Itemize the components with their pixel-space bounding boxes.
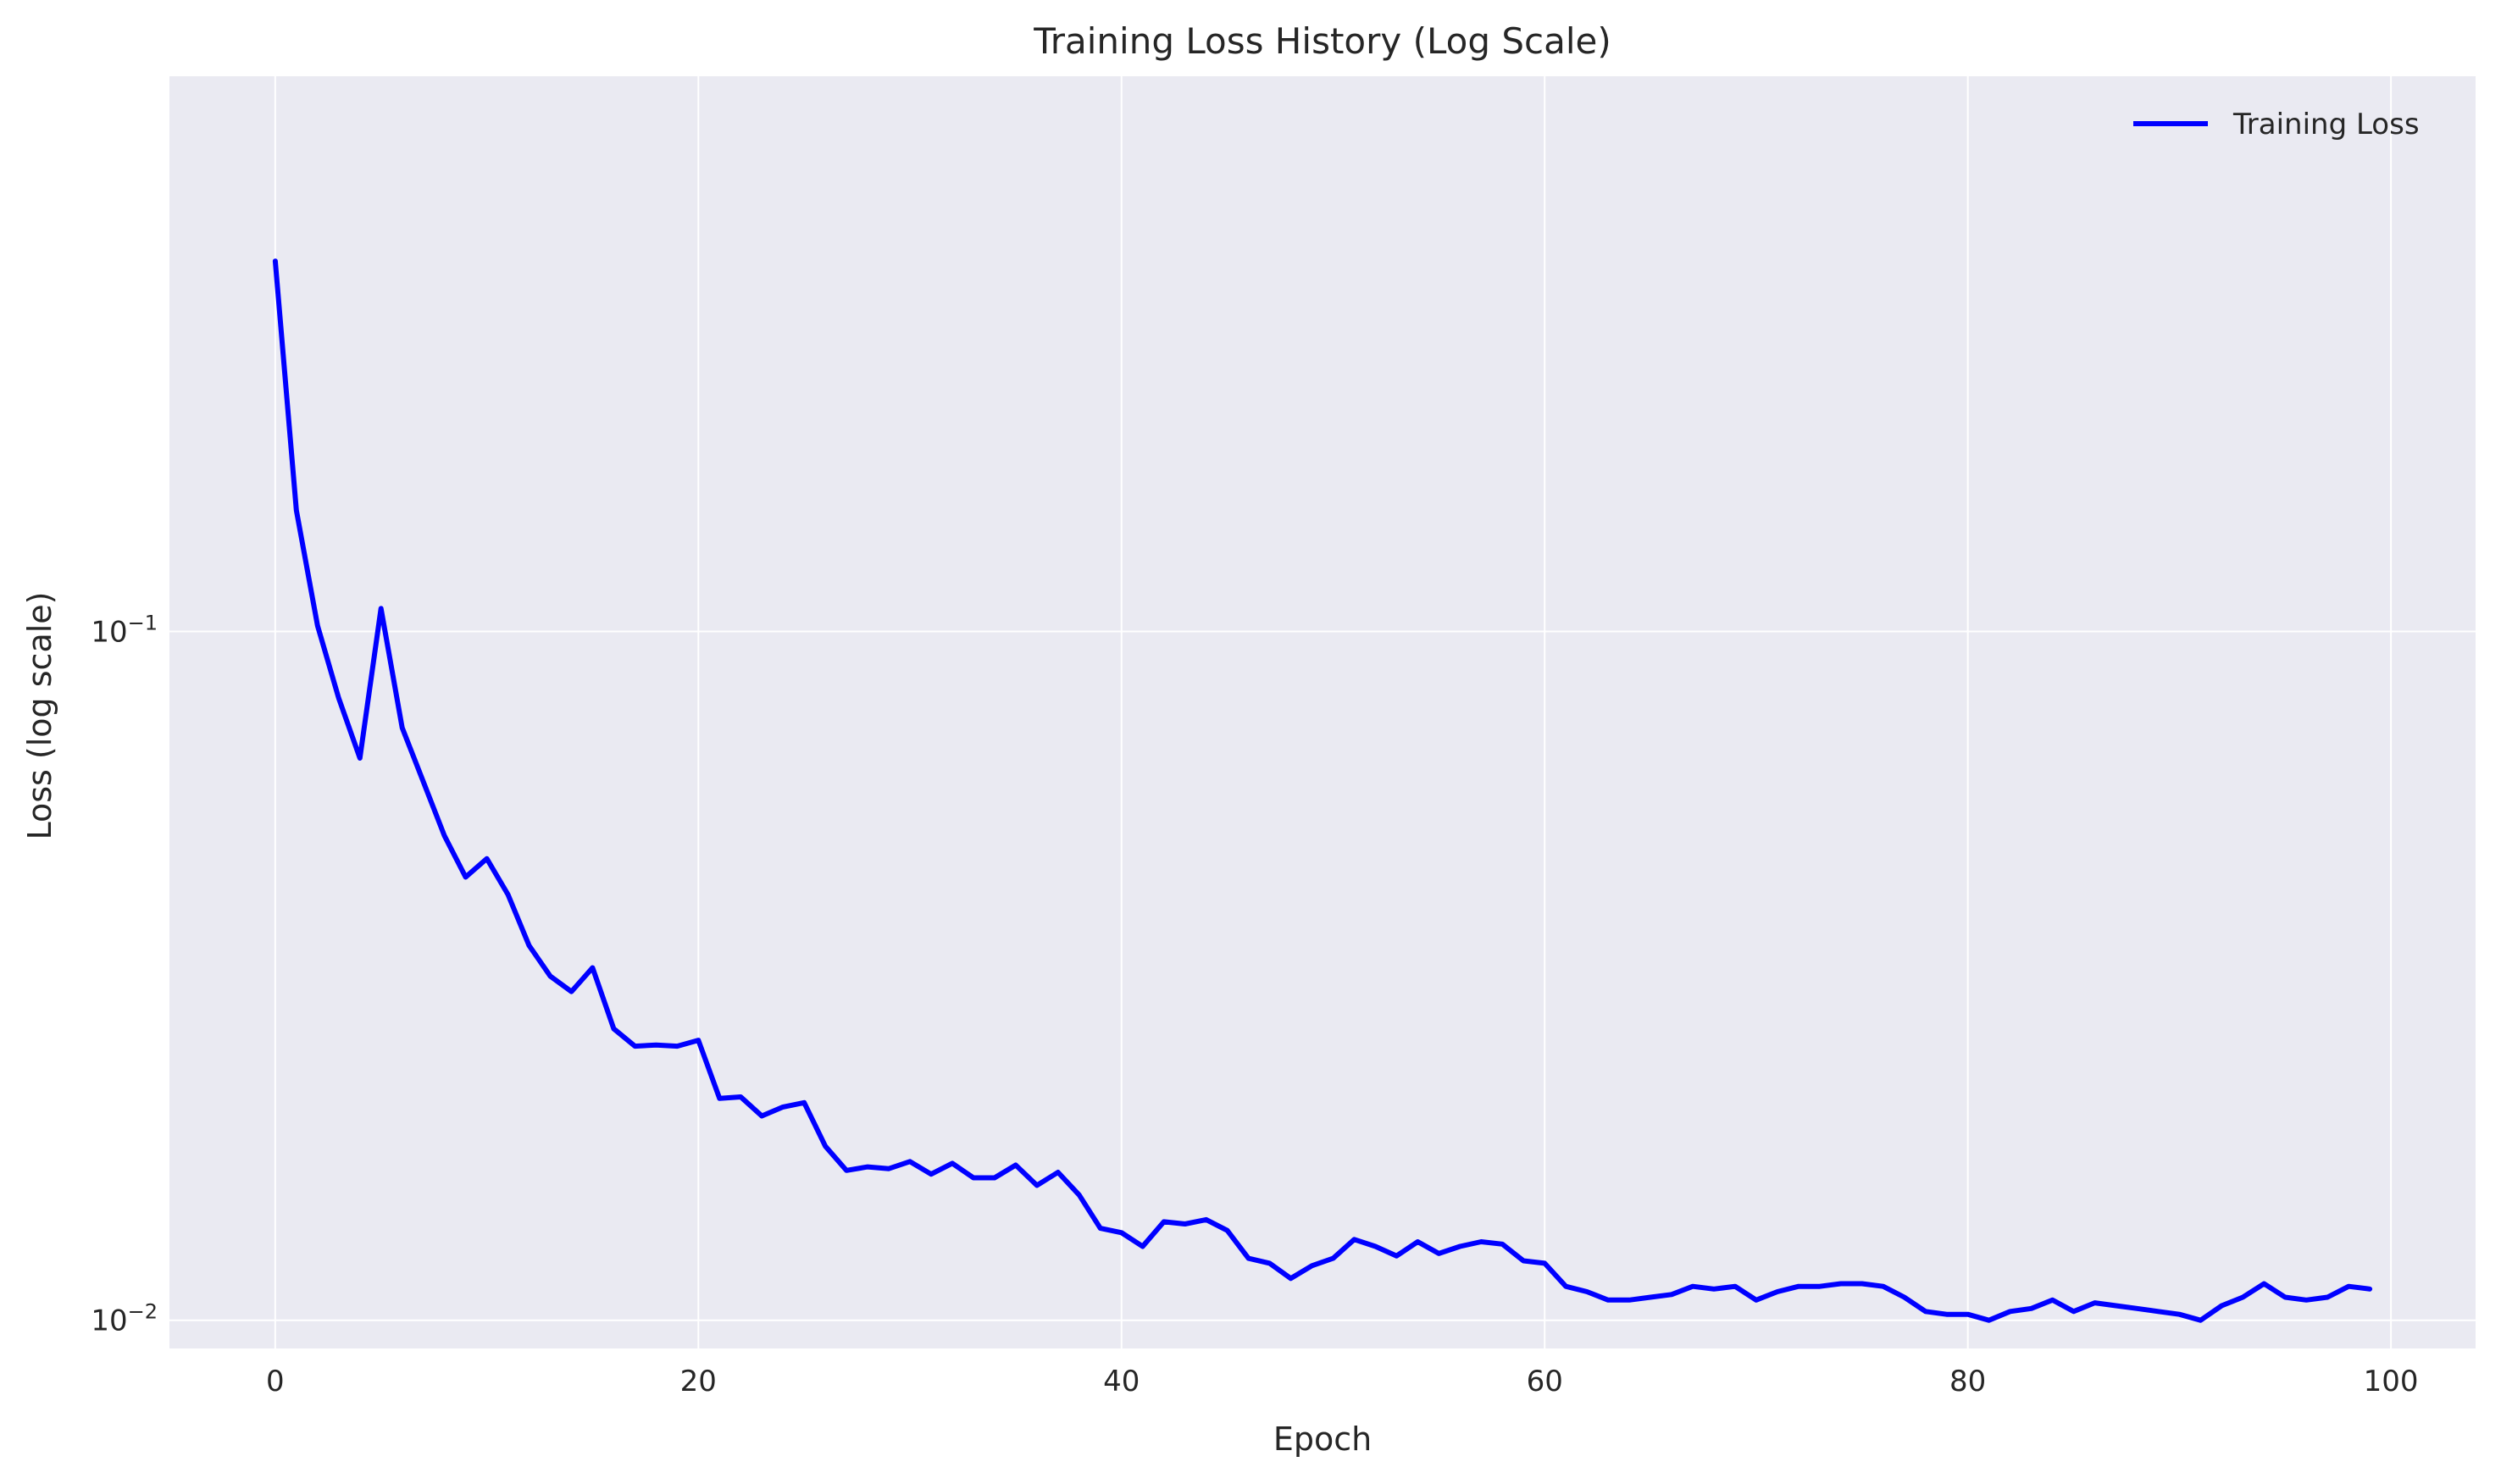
x-tick-label: 60 [1527,1365,1563,1398]
y-tick-label: 10−1 [91,612,158,650]
x-tick-label: 20 [680,1365,717,1398]
plot-area [169,76,2476,1348]
y-axis-ticks: 10−1 10−2 [91,612,158,1338]
series-line-training-loss [272,258,2373,1323]
x-axis-label: Epoch [1273,1420,1372,1458]
legend-label: Training Loss [2232,108,2420,141]
x-tick-label: 80 [1949,1365,1986,1398]
x-tick-label: 40 [1103,1365,1140,1398]
y-tick-label: 10−2 [91,1300,158,1338]
x-tick-label: 0 [266,1365,285,1398]
x-axis-ticks: 0 20 40 60 80 100 [266,1365,2419,1398]
y-axis-label: Loss (log scale) [21,592,58,840]
series-layer [272,258,2373,1323]
legend: Training Loss [2133,108,2420,141]
x-tick-label: 100 [2364,1365,2419,1398]
chart-title: Training Loss History (Log Scale) [1033,20,1611,62]
